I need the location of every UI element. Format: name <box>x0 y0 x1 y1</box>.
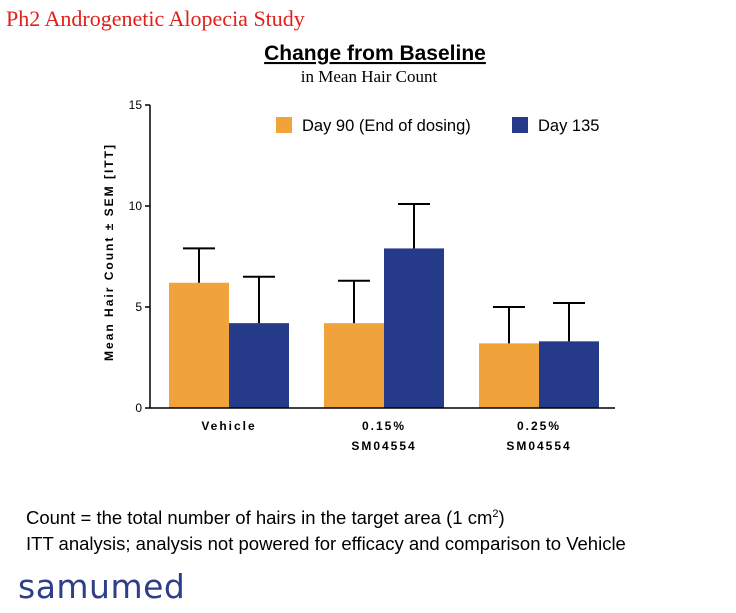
x-tick-label: 0.15% <box>362 419 406 433</box>
samumed-logo: samumed <box>18 567 186 606</box>
footnote-itt-analysis: ITT analysis; analysis not powered for e… <box>26 533 626 554</box>
footnote-count-text: Count = the total number of hairs in the… <box>26 507 493 528</box>
y-axis-label: Mean Hair Count ± SEM [ITT] <box>102 143 116 361</box>
y-tick-label: 15 <box>129 98 143 112</box>
x-tick-label: SM04554 <box>351 439 416 453</box>
bar-day90-0 <box>169 282 229 408</box>
bar-day90-2 <box>479 343 539 408</box>
bar-day135-2 <box>539 341 599 408</box>
y-tick-label: 0 <box>135 401 142 415</box>
chart-subtitle: in Mean Hair Count <box>301 67 438 86</box>
y-tick-label: 5 <box>135 300 142 314</box>
legend-label: Day 90 (End of dosing) <box>302 117 471 135</box>
study-title: Ph2 Androgenetic Alopecia Study <box>6 6 305 31</box>
chart-title: Change from Baseline <box>264 42 486 65</box>
bar-day135-0 <box>229 323 289 408</box>
bar-day90-1 <box>324 323 384 408</box>
y-tick-label: 10 <box>129 199 143 213</box>
legend-label: Day 135 <box>538 117 599 135</box>
x-tick-label: SM04554 <box>506 439 571 453</box>
footnote-superscript: 2 <box>492 507 499 520</box>
x-tick-label: 0.25% <box>517 419 561 433</box>
legend-swatch <box>276 117 292 133</box>
x-tick-label: Vehicle <box>201 419 256 433</box>
bar-chart: Change from Baseline in Mean Hair Count … <box>102 42 615 453</box>
footnote-count-definition: Count = the total number of hairs in the… <box>26 507 505 529</box>
bar-day135-1 <box>384 248 444 408</box>
legend-swatch <box>512 117 528 133</box>
footnote-close-paren: ) <box>498 507 505 528</box>
